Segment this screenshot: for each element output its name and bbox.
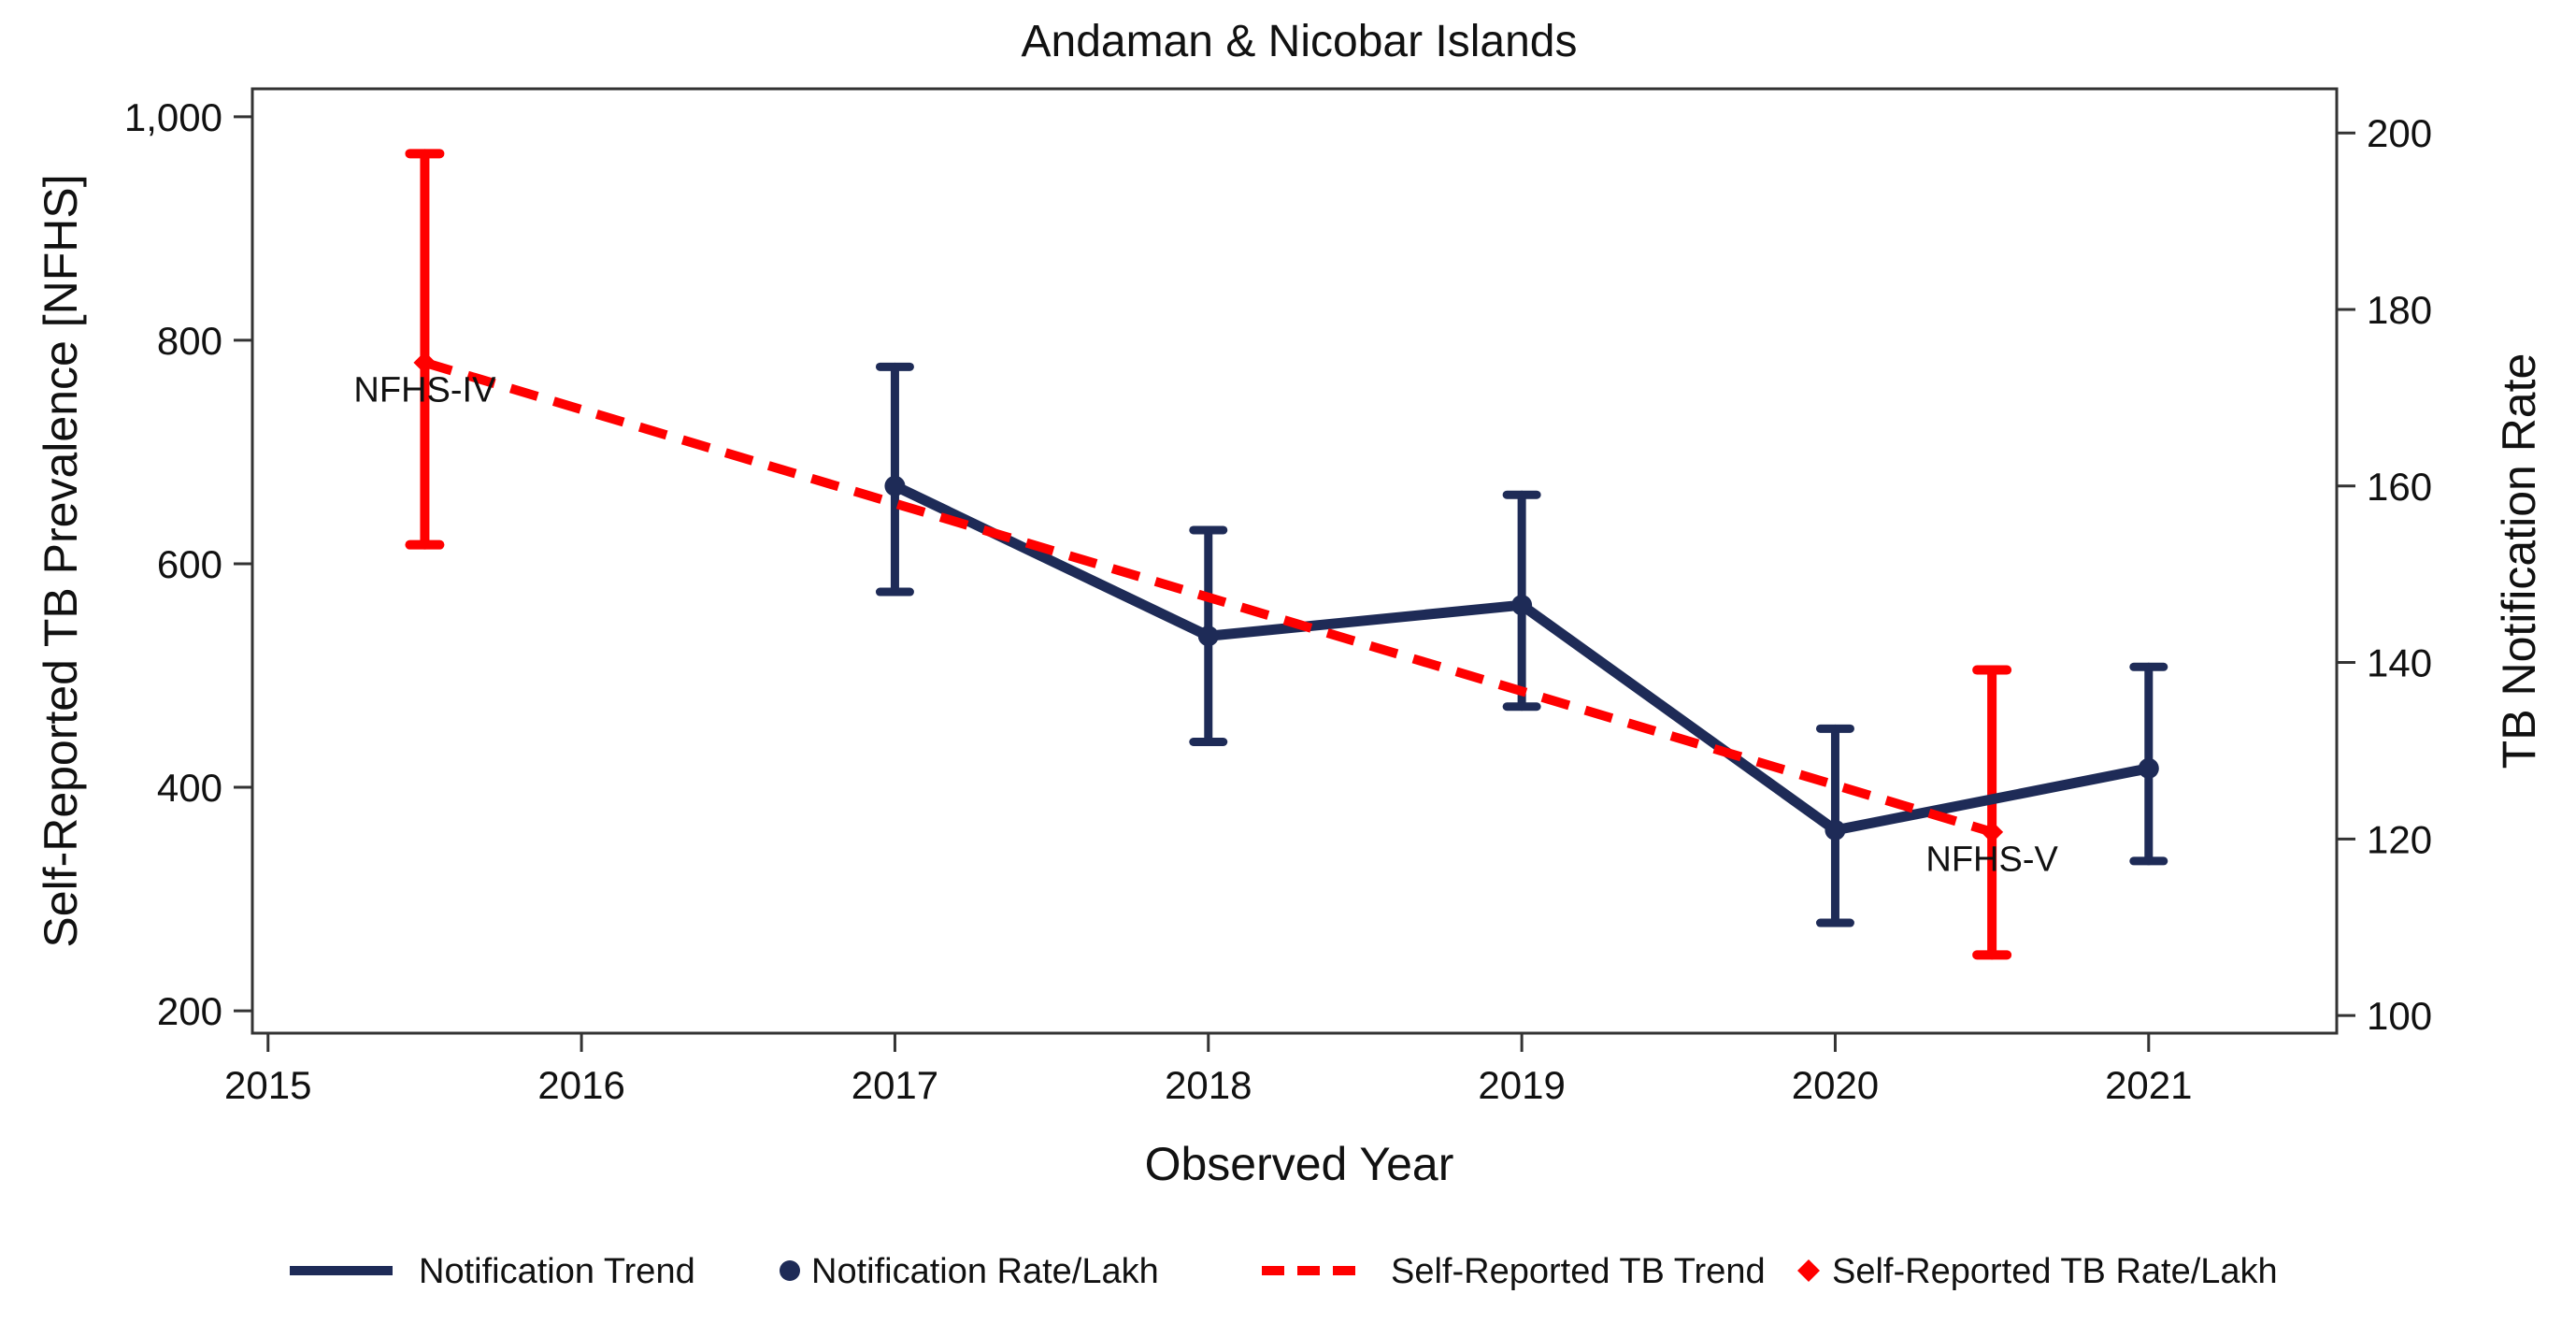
x-axis-title: Observed Year <box>1145 1138 1454 1190</box>
x-tick-label: 2016 <box>537 1063 624 1107</box>
legend: Notification Trend Notification Rate/Lakh… <box>290 1252 2278 1291</box>
y-left-tick-label: 800 <box>157 319 222 363</box>
self-reported-point <box>413 351 436 374</box>
x-tick-label: 2015 <box>224 1063 311 1107</box>
y-right-axis: 100 120 140 160 180 200 <box>2337 111 2432 1038</box>
annotation-label: NFHS-IV <box>353 371 496 410</box>
y-left-axis-title: Self-Reported TB Prevalence [NFHS] <box>35 174 87 947</box>
notification-point <box>1825 819 1846 841</box>
y-right-tick-label: 140 <box>2367 641 2432 685</box>
legend-label: Self-Reported TB Trend <box>1391 1252 1766 1291</box>
annotation-layer: NFHS-IV NFHS-V <box>353 371 2058 880</box>
x-tick-label: 2020 <box>1792 1063 1879 1107</box>
y-right-tick-label: 160 <box>2367 465 2432 509</box>
x-tick-label: 2019 <box>1478 1063 1565 1107</box>
notification-point <box>1197 626 1219 647</box>
y-right-tick-label: 200 <box>2367 111 2432 155</box>
y-right-axis-title: TB Notification Rate <box>2493 353 2545 769</box>
legend-label: Notification Rate/Lakh <box>811 1252 1159 1291</box>
x-tick-label: 2021 <box>2105 1063 2192 1107</box>
y-left-tick-label: 200 <box>157 989 222 1033</box>
notification-point <box>2138 757 2159 779</box>
y-left-axis: 200 400 600 800 1,000 <box>124 95 252 1033</box>
x-axis: 2015 2016 2017 2018 2019 2020 2021 <box>224 1033 2193 1107</box>
legend-label: Notification Trend <box>419 1252 695 1291</box>
y-left-tick-label: 1,000 <box>124 95 222 139</box>
legend-swatch-notification-rate <box>780 1260 800 1281</box>
plot-frame <box>250 87 2339 1035</box>
chart-title: Andaman & Nicobar Islands <box>1022 17 1578 66</box>
self-reported-trend-line <box>423 358 1994 837</box>
self-reported-point <box>1981 820 2004 843</box>
y-left-tick-label: 600 <box>157 542 222 586</box>
series-layer <box>405 149 2168 960</box>
notification-point <box>884 475 906 496</box>
x-tick-label: 2018 <box>1165 1063 1252 1107</box>
notification-point <box>1511 595 1533 616</box>
legend-swatch-self-reported-rate <box>1797 1259 1820 1282</box>
legend-label: Self-Reported TB Rate/Lakh <box>1832 1252 2278 1291</box>
y-left-tick-label: 400 <box>157 766 222 810</box>
x-tick-label: 2017 <box>852 1063 938 1107</box>
y-right-tick-label: 100 <box>2367 994 2432 1038</box>
annotation-label: NFHS-V <box>1925 841 2058 880</box>
y-right-tick-label: 180 <box>2367 288 2432 332</box>
y-right-tick-label: 120 <box>2367 817 2432 861</box>
